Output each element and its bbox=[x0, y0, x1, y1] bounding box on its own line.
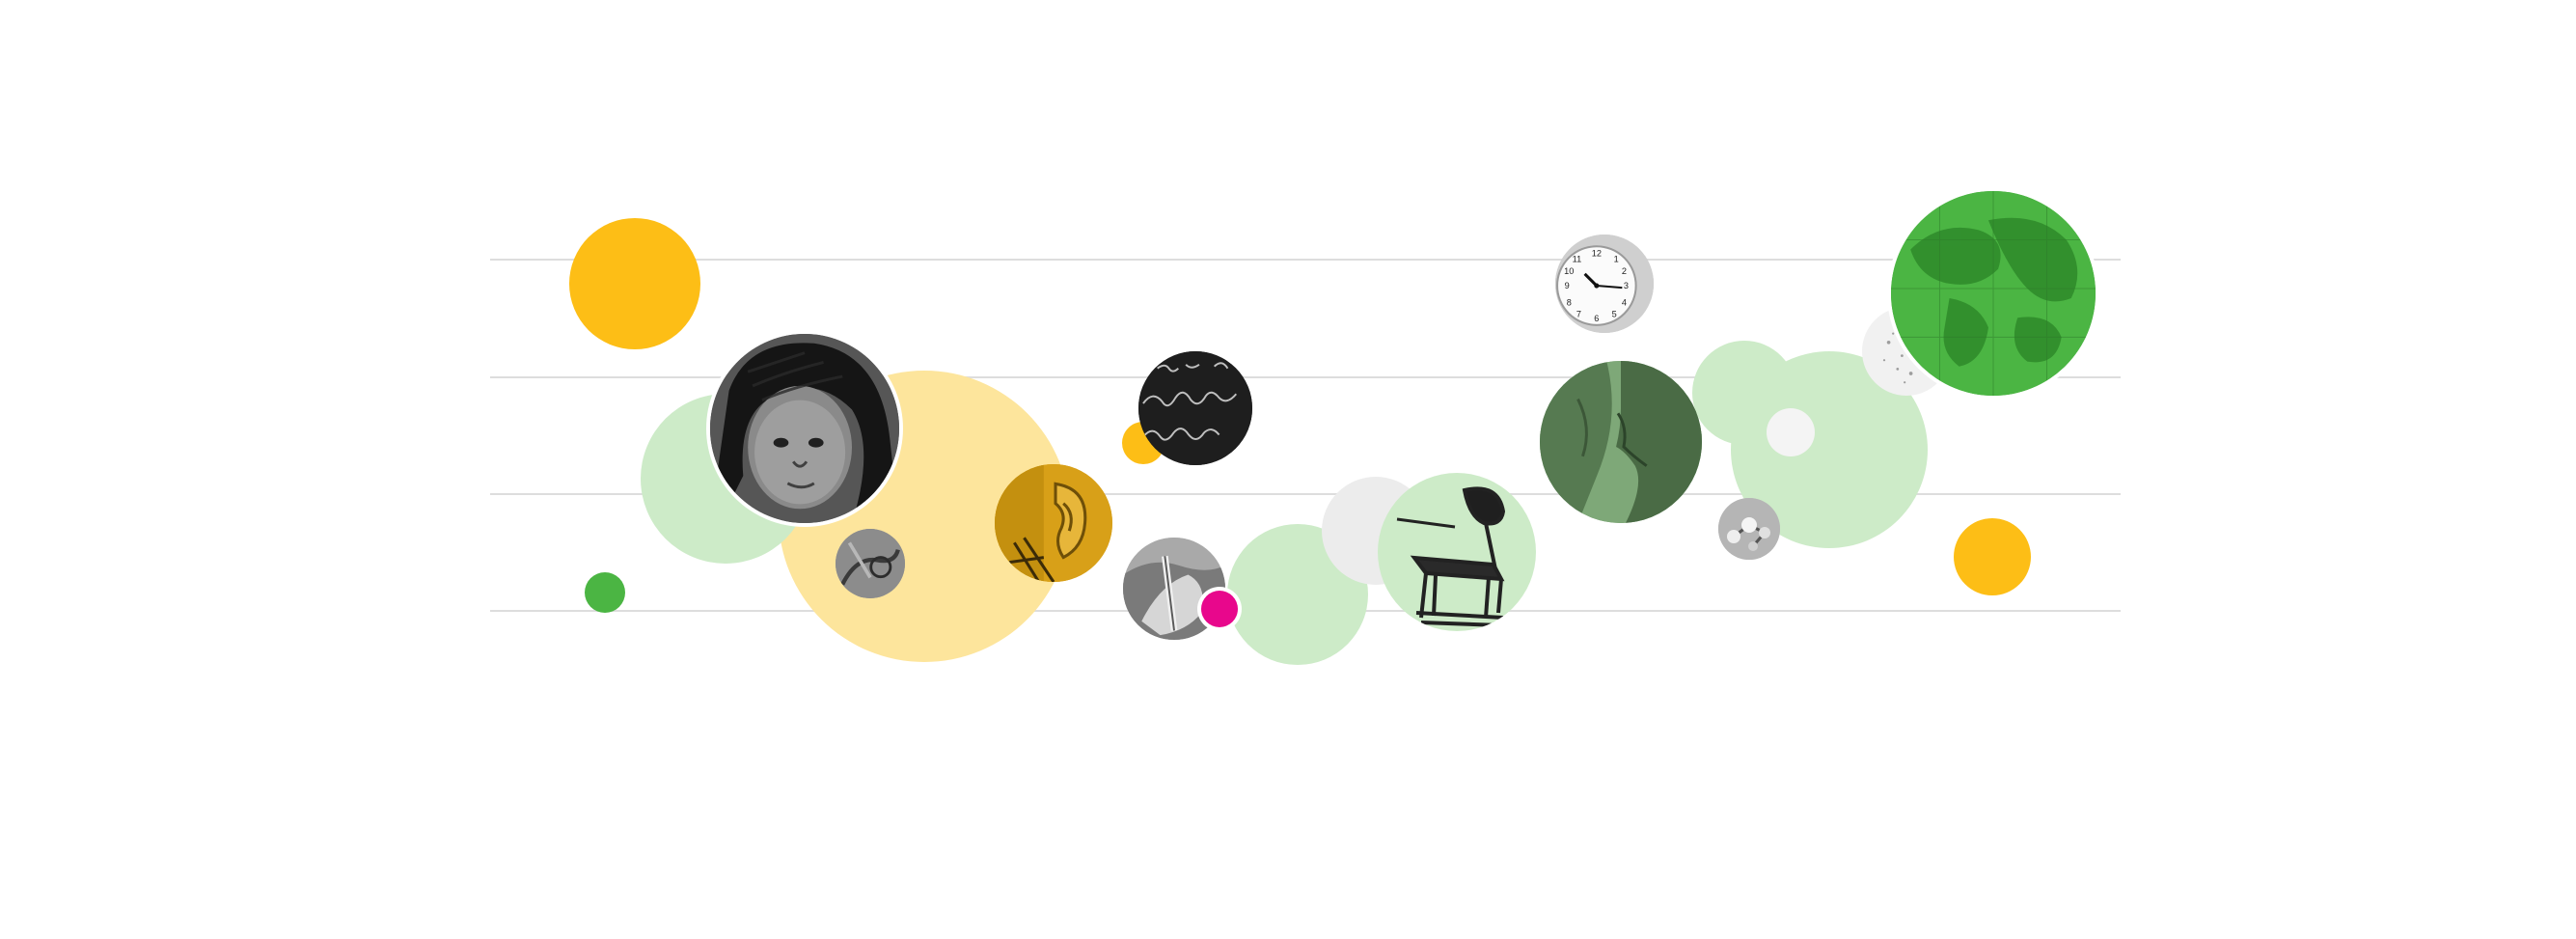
svg-text:12: 12 bbox=[1592, 248, 1602, 258]
svg-text:9: 9 bbox=[1565, 281, 1570, 290]
guide-line-2 bbox=[490, 376, 2121, 378]
school-desk-photo bbox=[1378, 473, 1536, 631]
girl-portrait-photo bbox=[710, 334, 899, 523]
pale-green-circle-desk bbox=[1378, 473, 1536, 631]
ear-photo bbox=[995, 464, 1112, 582]
svg-text:3: 3 bbox=[1624, 281, 1629, 290]
svg-text:4: 4 bbox=[1622, 297, 1627, 307]
world-map-photo bbox=[1891, 191, 2096, 396]
molecule-model-photo bbox=[1718, 498, 1780, 560]
svg-text:5: 5 bbox=[1612, 310, 1617, 319]
guide-line-3 bbox=[490, 493, 2121, 495]
hand-detail-photo bbox=[836, 529, 905, 598]
hands-pencil-photo bbox=[1123, 538, 1225, 640]
svg-text:11: 11 bbox=[1573, 255, 1582, 264]
svg-text:2: 2 bbox=[1622, 266, 1627, 276]
guide-line-1 bbox=[490, 259, 2121, 261]
white-circle-small bbox=[1767, 408, 1815, 456]
yellow-circle-right bbox=[1954, 518, 2031, 595]
svg-text:8: 8 bbox=[1567, 297, 1572, 307]
yellow-circle-large bbox=[569, 218, 700, 349]
whisper-photo bbox=[1540, 361, 1702, 523]
chalkboard-photo bbox=[1138, 351, 1252, 465]
svg-text:7: 7 bbox=[1576, 310, 1581, 319]
svg-text:6: 6 bbox=[1594, 314, 1599, 323]
green-circle-small bbox=[585, 572, 625, 613]
svg-text:10: 10 bbox=[1564, 266, 1574, 276]
svg-text:1: 1 bbox=[1614, 255, 1619, 264]
magenta-circle bbox=[1201, 591, 1238, 627]
